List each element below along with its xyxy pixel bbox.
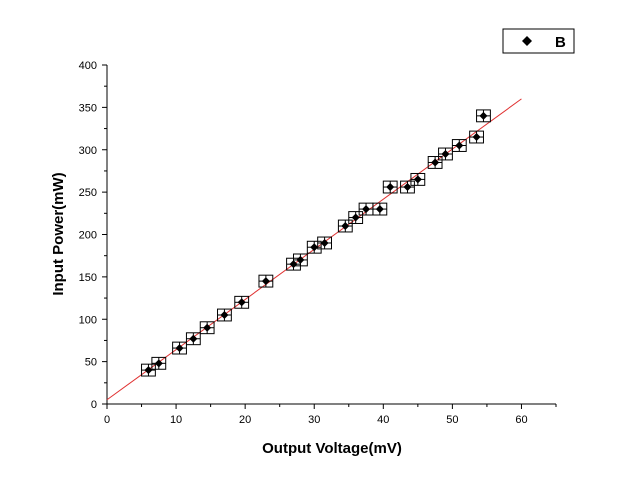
data-point	[317, 236, 332, 250]
y-tick-label: 50	[85, 357, 97, 369]
point-marker	[413, 175, 422, 184]
data-point	[337, 219, 353, 233]
data-point	[358, 202, 374, 216]
data-point	[151, 356, 167, 370]
data-point	[141, 363, 156, 377]
point-marker	[203, 323, 212, 332]
x-tick-label: 10	[170, 414, 182, 426]
y-axis-label: Input Power(mW)	[50, 172, 67, 295]
data-point	[172, 341, 187, 355]
point-marker	[261, 277, 270, 286]
point-marker	[403, 183, 412, 192]
legend-diamond-icon	[522, 36, 532, 46]
data-point	[372, 202, 388, 216]
legend: B	[502, 28, 575, 54]
data-point	[476, 109, 491, 123]
data-point	[382, 180, 398, 194]
point-marker	[472, 133, 481, 142]
point-marker	[341, 222, 350, 231]
data-point	[438, 147, 453, 161]
data-point	[217, 308, 232, 322]
point-marker	[386, 183, 395, 192]
point-marker	[237, 298, 246, 307]
point-marker	[144, 366, 153, 375]
y-tick-label: 150	[79, 272, 97, 284]
data-point	[306, 240, 322, 254]
data-point	[451, 139, 467, 152]
data-point	[400, 180, 415, 194]
point-marker	[154, 359, 163, 368]
y-tick-label: 350	[79, 102, 97, 114]
x-tick-label: 30	[308, 414, 320, 426]
data-point	[348, 211, 364, 224]
point-marker	[220, 311, 229, 320]
x-axis-label: Output Voltage(mV)	[262, 440, 402, 457]
point-marker	[189, 334, 198, 343]
data-point	[469, 130, 484, 144]
data-point	[410, 172, 426, 186]
y-tick-label: 200	[79, 230, 97, 242]
data-point	[258, 274, 274, 288]
point-marker	[441, 149, 450, 158]
point-marker	[351, 213, 360, 222]
x-tick-label: 60	[515, 414, 527, 426]
data-point	[185, 332, 201, 346]
point-marker	[310, 243, 319, 252]
point-marker	[296, 255, 305, 264]
x-tick-label: 40	[377, 414, 389, 426]
point-marker	[455, 141, 464, 150]
point-marker	[320, 238, 329, 247]
point-marker	[375, 205, 384, 214]
data-points	[141, 109, 491, 377]
point-marker	[362, 205, 371, 214]
data-point	[234, 295, 250, 309]
axes: 0 10 20 30 40 50 60 0 50 100 150 200 250 300 350 400	[79, 60, 557, 426]
y-tick-label: 300	[79, 145, 97, 157]
x-tick-label: 20	[239, 414, 251, 426]
data-point	[427, 156, 443, 169]
legend-box	[502, 28, 575, 54]
y-tick-label: 250	[79, 187, 97, 199]
y-tick-label: 400	[79, 60, 97, 72]
data-point	[199, 321, 215, 335]
point-marker	[175, 344, 184, 353]
data-point	[293, 253, 308, 267]
point-marker	[479, 111, 488, 120]
x-tick-label: 0	[104, 414, 110, 426]
y-tick-label: 0	[91, 399, 97, 411]
x-tick-label: 50	[446, 414, 458, 426]
legend-entry-label: B	[555, 34, 566, 51]
point-marker	[431, 158, 440, 167]
y-tick-label: 100	[79, 314, 97, 326]
